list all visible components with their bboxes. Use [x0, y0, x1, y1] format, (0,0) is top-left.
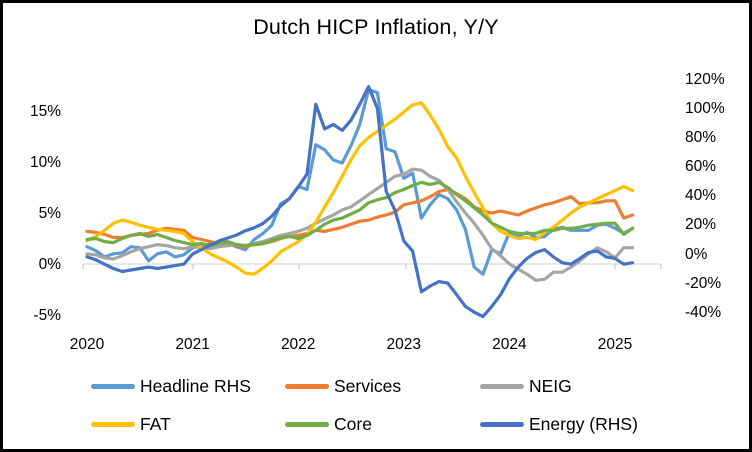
series-line-headline-rhs: [85, 87, 635, 276]
legend-swatch-icon: [91, 383, 135, 389]
legend-item-core: Core: [285, 413, 372, 435]
left-axis-tick-label: 15%: [29, 102, 61, 120]
right-axis-tick-label: 20%: [685, 216, 717, 234]
legend-label: Headline RHS: [140, 376, 251, 396]
right-axis-tick-label: -40%: [685, 303, 722, 321]
series-line-core: [85, 180, 635, 248]
legend-swatch-icon: [480, 383, 524, 389]
left-axis-tick-label: 5%: [38, 204, 61, 222]
right-axis-tick-label: 80%: [685, 129, 717, 147]
x-axis-tick-label: 2023: [386, 336, 422, 353]
right-axis-tick-label: 120%: [685, 70, 725, 88]
legend-item-headline-rhs: Headline RHS: [91, 375, 251, 397]
x-axis-tick-label: 2020: [69, 336, 105, 353]
series-line-neig: [85, 167, 635, 282]
series-line-fat: [85, 101, 635, 276]
x-axis-tick-label: 2021: [175, 336, 210, 353]
legend-item-neig: NEIG: [480, 375, 572, 397]
series-line-services: [85, 187, 635, 249]
legend-swatch-icon: [91, 421, 135, 427]
right-axis-tick-label: 40%: [685, 187, 717, 205]
legend-swatch-icon: [480, 421, 524, 427]
chart-title: Dutch HICP Inflation, Y/Y: [253, 15, 499, 39]
legend-item-services: Services: [285, 375, 401, 397]
right-axis-tick-label: -20%: [685, 274, 722, 292]
left-axis-tick-label: -5%: [33, 306, 61, 324]
legend-swatch-icon: [285, 383, 329, 389]
x-axis-tick-label: 2025: [597, 336, 633, 353]
right-axis-tick-label: 100%: [685, 100, 725, 118]
left-axis-tick-label: 0%: [38, 255, 61, 273]
left-axis-tick-label: 10%: [29, 153, 61, 171]
legend-label: FAT: [140, 414, 171, 434]
plot-area: [82, 85, 662, 319]
legend-label: Services: [334, 376, 402, 396]
right-axis-tick-label: 60%: [685, 158, 717, 176]
legend-label: Energy (RHS): [529, 414, 638, 434]
right-axis-tick-label: 0%: [685, 245, 708, 263]
legend-item-energy-rhs: Energy (RHS): [480, 413, 638, 435]
series-line-energy-rhs: [85, 85, 635, 319]
x-axis-tick-label: 2022: [280, 336, 316, 353]
legend-swatch-icon: [285, 421, 329, 427]
legend-label: NEIG: [529, 376, 572, 396]
x-axis-tick-label: 2024: [492, 336, 527, 353]
legend-item-fat: FAT: [91, 413, 171, 435]
legend-label: Core: [334, 414, 372, 434]
